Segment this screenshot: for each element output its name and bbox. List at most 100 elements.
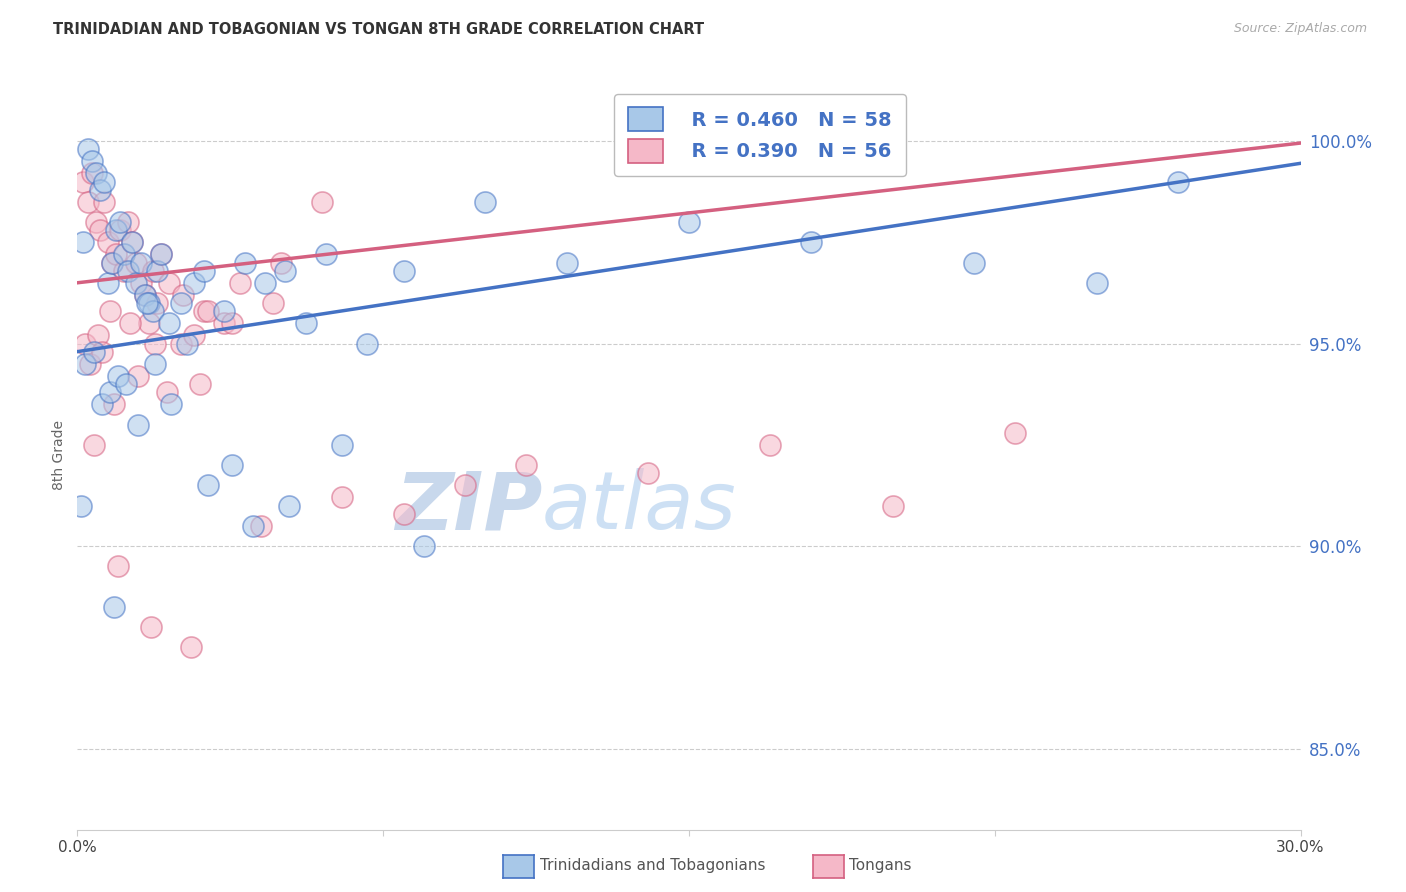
Point <box>121 235 143 250</box>
Point <box>193 263 215 277</box>
Point <box>75 357 97 371</box>
Point <box>107 559 129 574</box>
Point <box>882 499 904 513</box>
Text: ZIP: ZIP <box>395 468 543 547</box>
Point <box>72 235 94 250</box>
Point <box>453 478 475 492</box>
Point <box>270 255 292 269</box>
Point <box>176 336 198 351</box>
Text: Tongans: Tongans <box>849 858 911 872</box>
Point <box>160 397 183 411</box>
Point <box>90 397 112 411</box>
Point <box>262 296 284 310</box>
Text: TRINIDADIAN AND TOBAGONIAN VS TONGAN 8TH GRADE CORRELATION CHART: TRINIDADIAN AND TOBAGONIAN VS TONGAN 8TH… <box>53 22 704 37</box>
Point <box>89 223 111 237</box>
Point <box>120 316 142 330</box>
Legend:   R = 0.460   N = 58,   R = 0.390   N = 56: R = 0.460 N = 58, R = 0.390 N = 56 <box>614 94 905 177</box>
Point <box>121 235 143 250</box>
Text: Source: ZipAtlas.com: Source: ZipAtlas.com <box>1233 22 1367 36</box>
Point <box>157 276 180 290</box>
Point <box>413 539 436 553</box>
Point <box>311 194 333 209</box>
Point <box>89 183 111 197</box>
Point <box>193 304 215 318</box>
Point <box>170 296 193 310</box>
Point <box>97 276 120 290</box>
Point <box>146 296 169 310</box>
Point <box>138 296 160 310</box>
Point <box>474 194 496 209</box>
Point <box>1085 276 1108 290</box>
Point <box>87 328 110 343</box>
Point <box>392 263 415 277</box>
Point <box>221 316 243 330</box>
Point <box>197 478 219 492</box>
Point <box>180 640 202 655</box>
Point <box>112 263 135 277</box>
Point <box>98 385 121 400</box>
Point <box>139 620 162 634</box>
Point <box>1167 175 1189 189</box>
Point <box>101 255 124 269</box>
Point <box>112 247 135 261</box>
Point <box>188 377 211 392</box>
Point <box>392 507 415 521</box>
Point <box>107 368 129 383</box>
Text: atlas: atlas <box>543 468 737 547</box>
Point <box>135 296 157 310</box>
Point <box>84 215 107 229</box>
Point <box>250 518 273 533</box>
Point <box>183 276 205 290</box>
Point <box>274 263 297 277</box>
Point <box>637 466 659 480</box>
Point <box>125 276 148 290</box>
Point <box>93 194 115 209</box>
Point <box>72 175 94 189</box>
Point <box>80 154 103 169</box>
Point <box>134 288 156 302</box>
Point <box>103 599 125 614</box>
Point <box>233 255 256 269</box>
Point <box>129 276 152 290</box>
Point <box>963 255 986 269</box>
Point <box>76 194 98 209</box>
Point <box>759 438 782 452</box>
Point <box>117 263 139 277</box>
Point <box>212 304 235 318</box>
Point <box>555 255 578 269</box>
Point <box>278 499 301 513</box>
Point <box>108 215 131 229</box>
Point <box>315 247 337 261</box>
Point <box>212 316 235 330</box>
Point <box>134 288 156 302</box>
Point <box>156 385 179 400</box>
Point <box>515 458 537 472</box>
Point <box>221 458 243 472</box>
Point <box>678 215 700 229</box>
Point <box>1004 425 1026 440</box>
Point <box>79 357 101 371</box>
Point <box>103 397 125 411</box>
Point <box>80 166 103 180</box>
Point <box>97 235 120 250</box>
Point <box>76 142 98 156</box>
Point <box>115 377 138 392</box>
Point <box>253 276 276 290</box>
Point <box>101 255 124 269</box>
Point <box>129 255 152 269</box>
Text: Trinidadians and Tobagonians: Trinidadians and Tobagonians <box>540 858 765 872</box>
Y-axis label: 8th Grade: 8th Grade <box>52 420 66 490</box>
Point <box>142 263 165 277</box>
Point <box>142 304 165 318</box>
Point <box>125 255 148 269</box>
Point <box>70 499 93 513</box>
Point <box>83 438 105 452</box>
Point <box>149 247 172 261</box>
Point <box>197 304 219 318</box>
Point <box>149 247 172 261</box>
Point <box>242 518 264 533</box>
Point <box>143 336 166 351</box>
Point <box>229 276 252 290</box>
Point <box>108 223 131 237</box>
Point <box>93 175 115 189</box>
